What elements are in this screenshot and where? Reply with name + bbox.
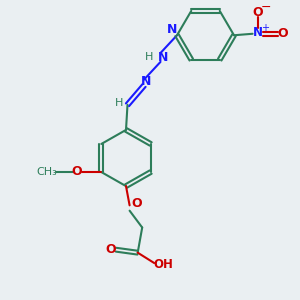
Text: OH: OH [154,258,174,271]
Text: O: O [277,27,288,40]
Text: N: N [141,76,151,88]
Text: N: N [167,23,177,36]
Text: N: N [253,26,263,39]
Text: H: H [115,98,123,108]
Text: O: O [131,197,142,210]
Text: CH₃: CH₃ [36,167,57,177]
Text: O: O [71,165,82,178]
Text: H: H [145,52,154,62]
Text: +: + [261,23,269,33]
Text: −: − [261,1,271,13]
Text: N: N [158,51,168,64]
Text: O: O [253,6,263,19]
Text: O: O [105,243,116,256]
